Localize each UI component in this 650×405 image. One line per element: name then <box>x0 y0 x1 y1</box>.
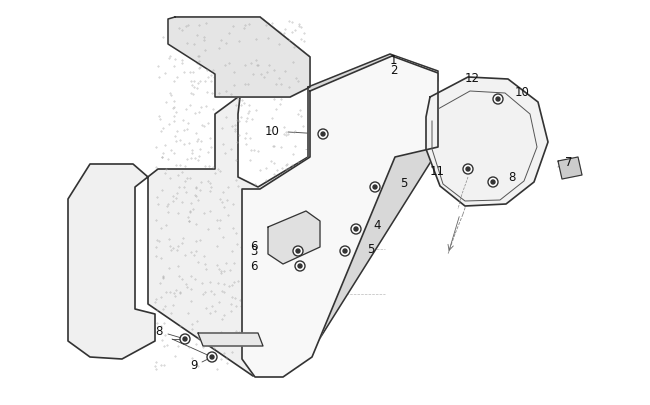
Circle shape <box>207 352 217 362</box>
Circle shape <box>496 98 500 102</box>
Circle shape <box>493 95 503 105</box>
Text: 5: 5 <box>400 177 408 190</box>
Text: 5: 5 <box>367 243 374 256</box>
Circle shape <box>466 168 470 172</box>
Text: 11: 11 <box>430 165 445 178</box>
Polygon shape <box>168 18 310 98</box>
Text: 4: 4 <box>373 219 380 232</box>
Circle shape <box>491 181 495 185</box>
Circle shape <box>373 185 377 190</box>
Circle shape <box>463 164 473 175</box>
Text: 3: 3 <box>250 245 257 258</box>
Polygon shape <box>426 78 548 207</box>
Polygon shape <box>558 158 582 179</box>
Text: 10: 10 <box>265 125 280 138</box>
Circle shape <box>296 249 300 254</box>
Circle shape <box>318 130 328 140</box>
Circle shape <box>298 264 302 269</box>
Circle shape <box>180 334 190 344</box>
Circle shape <box>370 183 380 192</box>
Circle shape <box>340 246 350 256</box>
Text: 6: 6 <box>250 240 257 253</box>
Circle shape <box>488 177 498 188</box>
Text: 2: 2 <box>390 63 398 76</box>
Circle shape <box>295 261 305 271</box>
Circle shape <box>354 228 358 231</box>
Circle shape <box>210 355 214 359</box>
Circle shape <box>321 133 325 136</box>
Circle shape <box>351 224 361 234</box>
Text: 7: 7 <box>565 156 573 169</box>
Polygon shape <box>268 211 320 264</box>
Polygon shape <box>198 333 263 346</box>
Circle shape <box>183 337 187 341</box>
Text: 8: 8 <box>508 171 515 184</box>
Text: 8: 8 <box>155 325 162 338</box>
Text: 1: 1 <box>390 53 398 66</box>
Polygon shape <box>308 55 440 354</box>
Polygon shape <box>68 18 310 376</box>
Polygon shape <box>242 57 438 377</box>
Circle shape <box>343 249 347 254</box>
Circle shape <box>293 246 303 256</box>
Text: 10: 10 <box>515 86 530 99</box>
Text: 12: 12 <box>465 71 480 84</box>
Text: 9: 9 <box>190 358 198 371</box>
Text: 6: 6 <box>250 260 257 273</box>
